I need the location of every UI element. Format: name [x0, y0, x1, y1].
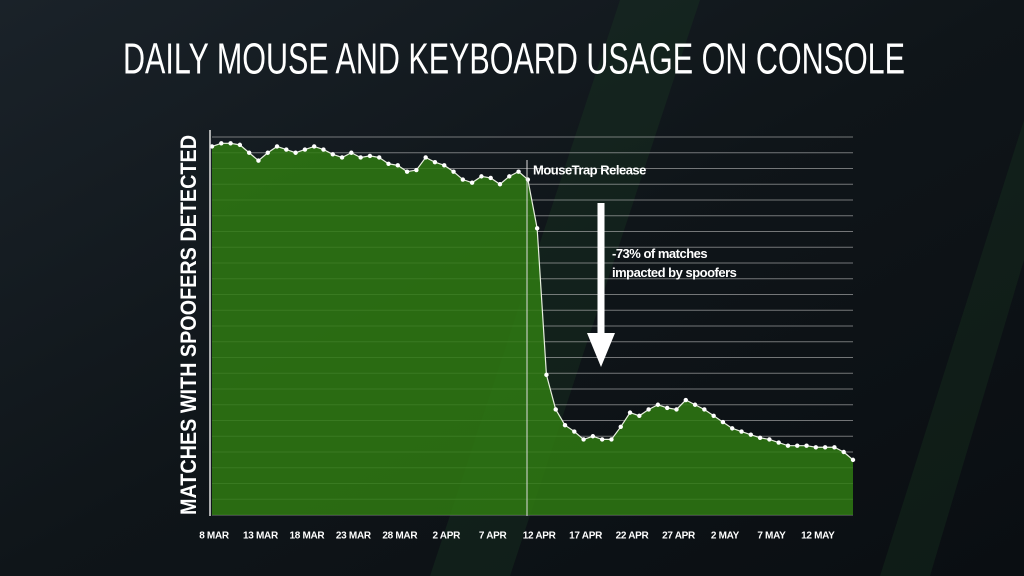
- data-point: [228, 141, 233, 146]
- data-point: [525, 177, 531, 182]
- data-point: [776, 440, 781, 445]
- data-point: [637, 413, 642, 418]
- data-point: [850, 457, 856, 463]
- data-point: [627, 410, 633, 415]
- data-point: [813, 445, 819, 450]
- data-point: [256, 158, 261, 163]
- data-point: [692, 402, 698, 407]
- data-point: [442, 163, 447, 168]
- data-point: [822, 445, 828, 450]
- y-axis-label: MATCHES WITH SPOOFERS DETECTED: [176, 135, 201, 515]
- data-point: [599, 437, 605, 442]
- data-point: [767, 437, 772, 442]
- data-point: [572, 429, 577, 434]
- data-point: [665, 405, 670, 411]
- data-point: [293, 150, 298, 155]
- x-tick-label: 2 APR: [432, 531, 461, 542]
- data-point: [377, 155, 382, 160]
- data-point: [414, 167, 419, 173]
- data-point: [386, 161, 391, 166]
- data-point: [395, 163, 400, 168]
- data-point: [321, 147, 326, 152]
- data-point: [209, 144, 215, 149]
- x-tick-label: 8 MAR: [199, 531, 230, 542]
- data-point: [674, 407, 679, 412]
- data-point: [534, 226, 540, 231]
- data-point: [302, 147, 308, 152]
- x-tick-label: 17 APR: [569, 531, 603, 542]
- x-tick-label: 22 APR: [616, 531, 650, 542]
- release-annotation: MouseTrap Release: [533, 162, 646, 177]
- data-point: [479, 174, 484, 179]
- data-point: [330, 152, 335, 157]
- data-point: [562, 423, 568, 428]
- data-point: [265, 150, 270, 155]
- drop-annotation: -73% of matches impacted by spoofers: [612, 246, 737, 280]
- data-point: [646, 407, 651, 412]
- x-axis: 8 MAR 13 MAR 18 MAR 23 MAR 28 MAR 2 APR 7 APR 1…: [199, 531, 835, 542]
- data-point: [739, 429, 744, 434]
- x-tick-label: 27 APR: [662, 531, 696, 542]
- background-stripe: [880, 120, 1024, 576]
- data-point: [832, 445, 837, 450]
- data-point: [730, 426, 735, 431]
- x-tick-label: 23 MAR: [336, 531, 372, 542]
- data-point: [683, 397, 688, 403]
- data-point: [507, 174, 512, 179]
- data-point: [655, 402, 661, 407]
- data-point: [702, 407, 707, 412]
- data-point: [590, 434, 596, 439]
- x-tick-label: 7 APR: [479, 531, 508, 542]
- data-point: [284, 147, 289, 152]
- data-point: [246, 150, 252, 155]
- x-tick-label: 2 MAY: [711, 531, 740, 542]
- line: [211, 142, 854, 461]
- data-point: [553, 407, 558, 412]
- data-point: [609, 437, 614, 442]
- x-tick-label: 12 APR: [523, 531, 557, 542]
- data-point: [795, 443, 800, 448]
- data-point: [469, 180, 475, 185]
- data-point: [720, 419, 726, 425]
- plot: [209, 141, 856, 516]
- area: [212, 143, 853, 516]
- data-point: [748, 432, 754, 437]
- data-point: [488, 175, 493, 181]
- data-point: [460, 177, 466, 182]
- data-point: [516, 169, 521, 174]
- data-point: [544, 372, 549, 378]
- data-point: [432, 160, 438, 165]
- data-point: [311, 144, 317, 149]
- x-tick-label: 7 MAY: [757, 531, 786, 542]
- x-tick-label: 13 MAR: [243, 531, 279, 542]
- data-point: [274, 144, 280, 149]
- data-point: [349, 150, 354, 155]
- arrow-head: [587, 333, 615, 367]
- data-point: [404, 169, 410, 174]
- data-point: [618, 424, 623, 429]
- x-tick-label: 28 MAR: [382, 531, 418, 542]
- data-point: [711, 413, 716, 418]
- data-point: [423, 155, 428, 160]
- data-point: [841, 449, 846, 455]
- data-point: [219, 141, 224, 146]
- data-point: [339, 155, 345, 160]
- data-point: [358, 155, 363, 160]
- x-tick-label: 18 MAR: [289, 531, 325, 542]
- data-point: [451, 169, 456, 174]
- data-point: [785, 443, 791, 448]
- x-tick-label: 12 MAY: [801, 531, 835, 542]
- data-point: [237, 142, 243, 148]
- data-point: [581, 437, 586, 442]
- data-point: [804, 443, 809, 448]
- chart-title: DAILY MOUSE AND KEYBOARD USAGE ON CONSOL…: [123, 35, 905, 84]
- data-point: [497, 182, 503, 187]
- data-point: [367, 153, 373, 159]
- data-point: [757, 435, 763, 441]
